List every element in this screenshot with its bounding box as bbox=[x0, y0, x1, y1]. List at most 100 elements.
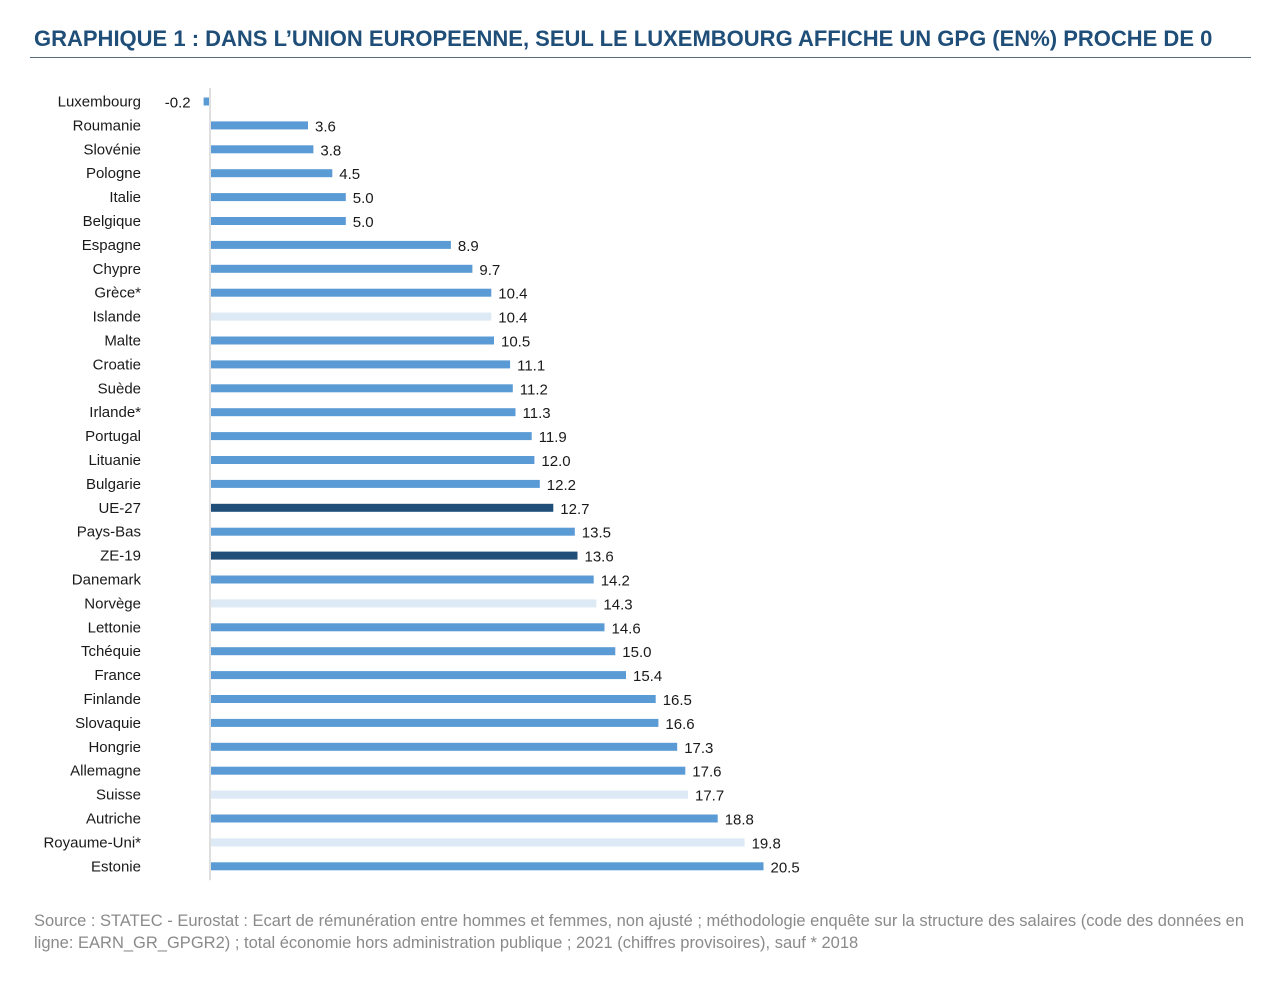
source-note: Source : STATEC - Eurostat : Ecart de ré… bbox=[34, 912, 1245, 952]
value-label-suisse: 17.7 bbox=[695, 788, 724, 805]
bar-slovenie bbox=[211, 145, 314, 154]
category-label-hongrie: Hongrie bbox=[88, 739, 141, 756]
value-label-lettonie: 14.6 bbox=[612, 620, 641, 637]
bar-portugal bbox=[211, 432, 532, 441]
value-label-croatie: 11.1 bbox=[517, 357, 545, 374]
category-label-france: France bbox=[94, 667, 141, 684]
category-label-ue-27: UE-27 bbox=[98, 500, 141, 517]
category-label-islande: Islande bbox=[93, 309, 141, 326]
bar-tchequie bbox=[211, 647, 616, 656]
bar-bulgarie bbox=[211, 479, 540, 488]
bar-norvege bbox=[211, 599, 597, 608]
category-label-norvege: Norvège bbox=[84, 595, 141, 612]
value-label-allemagne: 17.6 bbox=[692, 764, 721, 781]
value-label-suede: 11.2 bbox=[520, 381, 548, 398]
value-label-estonie: 20.5 bbox=[771, 859, 800, 876]
value-label-chypre: 9.7 bbox=[479, 262, 500, 279]
bar-ze-19 bbox=[211, 551, 578, 560]
value-label-espagne: 8.9 bbox=[458, 238, 479, 255]
value-label-italie: 5.0 bbox=[353, 190, 374, 207]
category-label-royaume-uni: Royaume-Uni* bbox=[43, 834, 141, 851]
value-label-tchequie: 15.0 bbox=[622, 644, 651, 661]
category-label-lituanie: Lituanie bbox=[88, 452, 141, 469]
category-label-lettonie: Lettonie bbox=[88, 619, 141, 636]
value-label-luxembourg: -0.2 bbox=[165, 95, 191, 112]
category-label-chypre: Chypre bbox=[93, 261, 141, 278]
value-label-royaume-uni: 19.8 bbox=[752, 835, 781, 852]
bar-chypre bbox=[211, 264, 473, 273]
bar-belgique bbox=[211, 217, 346, 225]
value-label-ue-27: 12.7 bbox=[560, 501, 589, 518]
category-label-tchequie: Tchéquie bbox=[81, 643, 141, 660]
bar-danemark bbox=[211, 575, 594, 584]
bar-roumanie bbox=[211, 121, 308, 130]
value-label-hongrie: 17.3 bbox=[684, 740, 713, 757]
bar-hongrie bbox=[211, 742, 678, 751]
category-label-portugal: Portugal bbox=[85, 428, 141, 445]
value-label-france: 15.4 bbox=[633, 668, 662, 685]
value-label-grece: 10.4 bbox=[498, 286, 527, 303]
chart-title: GRAPHIQUE 1 : DANS L’UNION EUROPEENNE, S… bbox=[34, 26, 1213, 51]
category-label-suede: Suède bbox=[98, 380, 141, 397]
value-label-malte: 10.5 bbox=[501, 334, 530, 351]
category-label-croatie: Croatie bbox=[93, 356, 141, 373]
category-label-autriche: Autriche bbox=[86, 811, 141, 828]
category-label-danemark: Danemark bbox=[72, 572, 142, 589]
bar-luxembourg bbox=[203, 97, 209, 106]
category-label-espagne: Espagne bbox=[82, 237, 141, 254]
category-label-italie: Italie bbox=[109, 189, 141, 206]
bar-france bbox=[211, 671, 626, 680]
bar-lituanie bbox=[211, 456, 535, 464]
bar-royaume-uni bbox=[211, 838, 745, 847]
category-label-ze-19: ZE-19 bbox=[100, 548, 141, 565]
bar-islande bbox=[211, 312, 492, 321]
category-label-belgique: Belgique bbox=[83, 213, 141, 230]
value-label-slovenie: 3.8 bbox=[320, 142, 341, 159]
bar-chart: Luxembourg -0.2 Roumanie 3.6 Slovénie 3.8 Polo… bbox=[43, 88, 800, 881]
value-label-pologne: 4.5 bbox=[339, 166, 360, 183]
bar-suisse bbox=[211, 790, 688, 799]
category-label-bulgarie: Bulgarie bbox=[86, 476, 141, 493]
category-label-slovenie: Slovénie bbox=[83, 141, 141, 158]
title-divider bbox=[30, 57, 1251, 58]
bar-croatie bbox=[211, 360, 511, 369]
value-label-bulgarie: 12.2 bbox=[547, 477, 576, 494]
category-label-grece: Grèce* bbox=[94, 285, 141, 302]
value-label-portugal: 11.9 bbox=[539, 429, 567, 446]
bar-autriche bbox=[211, 814, 718, 823]
bar-ue-27 bbox=[211, 503, 554, 512]
bar-allemagne bbox=[211, 766, 686, 775]
value-label-norvege: 14.3 bbox=[603, 596, 632, 613]
category-label-irlande: Irlande* bbox=[89, 404, 141, 421]
bar-pays-bas bbox=[211, 527, 575, 536]
value-label-danemark: 14.2 bbox=[601, 573, 630, 590]
bar-italie bbox=[211, 193, 346, 202]
category-label-finlande: Finlande bbox=[83, 691, 141, 708]
value-label-finlande: 16.5 bbox=[663, 692, 692, 709]
category-label-luxembourg: Luxembourg bbox=[58, 94, 141, 111]
bar-pologne bbox=[211, 169, 333, 178]
category-label-malte: Malte bbox=[104, 333, 141, 350]
value-label-belgique: 5.0 bbox=[353, 214, 374, 231]
category-label-estonie: Estonie bbox=[91, 858, 141, 875]
category-label-suisse: Suisse bbox=[96, 787, 141, 804]
value-label-ze-19: 13.6 bbox=[585, 549, 614, 566]
bar-grece bbox=[211, 288, 492, 297]
category-label-pologne: Pologne bbox=[86, 165, 141, 182]
value-label-slovaquie: 16.6 bbox=[665, 716, 694, 733]
value-label-lituanie: 12.0 bbox=[541, 453, 570, 470]
bar-malte bbox=[211, 336, 494, 345]
value-label-islande: 10.4 bbox=[498, 310, 527, 327]
bar-finlande bbox=[211, 695, 656, 703]
bar-lettonie bbox=[211, 623, 605, 632]
bar-suede bbox=[211, 384, 513, 393]
bar-espagne bbox=[211, 240, 451, 249]
bar-slovaquie bbox=[211, 718, 659, 727]
value-label-roumanie: 3.6 bbox=[315, 118, 336, 135]
value-label-irlande: 11.3 bbox=[523, 405, 551, 422]
category-label-pays-bas: Pays-Bas bbox=[77, 524, 141, 541]
value-label-autriche: 18.8 bbox=[725, 812, 754, 829]
category-label-allemagne: Allemagne bbox=[70, 763, 141, 780]
bar-estonie bbox=[211, 862, 764, 871]
bar-irlande bbox=[211, 408, 516, 417]
